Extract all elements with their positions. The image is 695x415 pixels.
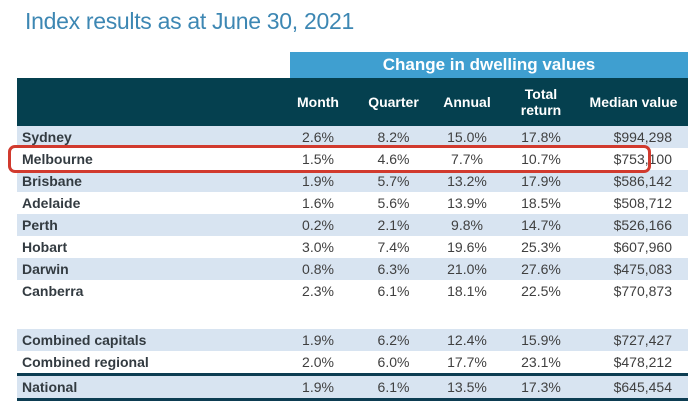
row-label: Darwin xyxy=(22,261,69,277)
median-value: $586,142 xyxy=(613,173,672,189)
month-value: 2.0% xyxy=(302,354,334,370)
table-banner-row: Change in dwelling values xyxy=(17,52,688,78)
total-return-value: 18.5% xyxy=(521,195,561,211)
annual-value: 21.0% xyxy=(447,261,487,277)
city-rows-body: Sydney 2.6% 8.2% 15.0% 17.8% $994,298 Melbourn… xyxy=(17,126,688,302)
row-label: Hobart xyxy=(22,239,68,255)
median-value: $753,100 xyxy=(613,151,672,167)
total-return-value: 23.1% xyxy=(521,354,561,370)
total-return-value: 10.7% xyxy=(521,151,561,167)
header-cell-annual: Annual xyxy=(443,93,491,110)
quarter-value: 6.1% xyxy=(377,283,410,299)
table-row: Adelaide 1.6% 5.6% 13.9% 18.5% $508,712 xyxy=(17,192,688,214)
quarter-value: 5.6% xyxy=(377,195,410,211)
total-return-value: 17.3% xyxy=(521,379,561,395)
table-row: Combined capitals 1.9% 6.2% 12.4% 15.9% $727,… xyxy=(17,329,688,351)
table-row: Darwin 0.8% 6.3% 21.0% 27.6% $475,083 xyxy=(17,258,688,280)
annual-value: 12.4% xyxy=(447,332,487,348)
quarter-value: 2.1% xyxy=(377,217,410,233)
divider-rule xyxy=(17,398,688,401)
spacer-row xyxy=(17,302,688,329)
quarter-value: 8.2% xyxy=(377,129,410,145)
median-value: $607,960 xyxy=(613,239,672,255)
month-value: 2.6% xyxy=(302,129,334,145)
median-value: $475,083 xyxy=(613,261,672,277)
month-value: 3.0% xyxy=(302,239,334,255)
header-cell-name xyxy=(17,78,280,126)
quarter-value: 6.3% xyxy=(377,261,410,277)
table-row: Brisbane 1.9% 5.7% 13.2% 17.9% $586,142 xyxy=(17,170,688,192)
median-value: $994,298 xyxy=(613,129,672,145)
month-value: 0.2% xyxy=(302,217,334,233)
summary-rows-body: Combined capitals 1.9% 6.2% 12.4% 15.9% $727,… xyxy=(17,329,688,401)
quarter-value: 5.7% xyxy=(377,173,410,189)
median-value: $526,166 xyxy=(613,217,672,233)
median-value: $508,712 xyxy=(613,195,672,211)
annual-value: 17.7% xyxy=(447,354,487,370)
annual-value: 15.0% xyxy=(447,129,487,145)
median-value: $770,873 xyxy=(613,283,672,299)
table-row: Melbourne 1.5% 4.6% 7.7% 10.7% $753,100 xyxy=(17,148,688,170)
row-label: National xyxy=(22,379,78,395)
header-cell-total-return: Total return xyxy=(520,85,562,118)
total-return-value: 17.9% xyxy=(521,173,561,189)
month-value: 1.5% xyxy=(302,151,334,167)
row-label: Combined regional xyxy=(22,354,149,370)
quarter-value: 6.1% xyxy=(377,379,410,395)
quarter-value: 4.6% xyxy=(377,151,410,167)
row-label: Canberra xyxy=(22,283,84,299)
quarter-value: 6.2% xyxy=(377,332,410,348)
page-title: Index results as at June 30, 2021 xyxy=(25,8,354,34)
annual-value: 13.2% xyxy=(447,173,487,189)
banner-spacer xyxy=(17,52,290,78)
total-return-value: 25.3% xyxy=(521,239,561,255)
divider-rule xyxy=(17,373,688,376)
header-cell-quarter: Quarter xyxy=(368,93,419,110)
annual-value: 13.9% xyxy=(447,195,487,211)
table-header-row: Month Quarter Annual Total return Median… xyxy=(17,78,688,126)
dwelling-values-table: Change in dwelling values Month Quarter … xyxy=(17,52,688,401)
annual-value: 19.6% xyxy=(447,239,487,255)
table-row: Canberra 2.3% 6.1% 18.1% 22.5% $770,873 xyxy=(17,280,688,302)
annual-value: 9.8% xyxy=(451,217,483,233)
median-value: $478,212 xyxy=(613,354,672,370)
group-header-banner: Change in dwelling values xyxy=(290,52,688,78)
header-cell-median-value: Median value xyxy=(589,93,678,110)
row-label: Brisbane xyxy=(22,173,82,189)
month-value: 1.9% xyxy=(302,332,334,348)
median-value: $645,454 xyxy=(613,379,672,395)
total-return-value: 27.6% xyxy=(521,261,561,277)
month-value: 0.8% xyxy=(302,261,334,277)
row-label: Melbourne xyxy=(22,151,93,167)
table-row: Perth 0.2% 2.1% 9.8% 14.7% $526,166 xyxy=(17,214,688,236)
annual-value: 7.7% xyxy=(451,151,483,167)
total-return-value: 17.8% xyxy=(521,129,561,145)
month-value: 2.3% xyxy=(302,283,334,299)
month-value: 1.9% xyxy=(302,173,334,189)
quarter-value: 7.4% xyxy=(377,239,410,255)
table-row: Combined regional 2.0% 6.0% 17.7% 23.1% $478,… xyxy=(17,351,688,373)
annual-value: 18.1% xyxy=(447,283,487,299)
row-label: Combined capitals xyxy=(22,332,147,348)
row-label: Adelaide xyxy=(22,195,81,211)
row-label: Sydney xyxy=(22,129,72,145)
row-label: Perth xyxy=(22,217,58,233)
total-return-value: 15.9% xyxy=(521,332,561,348)
annual-value: 13.5% xyxy=(447,379,487,395)
total-return-value: 14.7% xyxy=(521,217,561,233)
header-cell-month: Month xyxy=(297,93,339,110)
table-row: Hobart 3.0% 7.4% 19.6% 25.3% $607,960 xyxy=(17,236,688,258)
month-value: 1.6% xyxy=(302,195,334,211)
table-row: Sydney 2.6% 8.2% 15.0% 17.8% $994,298 xyxy=(17,126,688,148)
median-value: $727,427 xyxy=(613,332,672,348)
quarter-value: 6.0% xyxy=(377,354,410,370)
month-value: 1.9% xyxy=(302,379,334,395)
total-return-value: 22.5% xyxy=(521,283,561,299)
table-row: National 1.9% 6.1% 13.5% 17.3% $645,454 xyxy=(17,376,688,398)
